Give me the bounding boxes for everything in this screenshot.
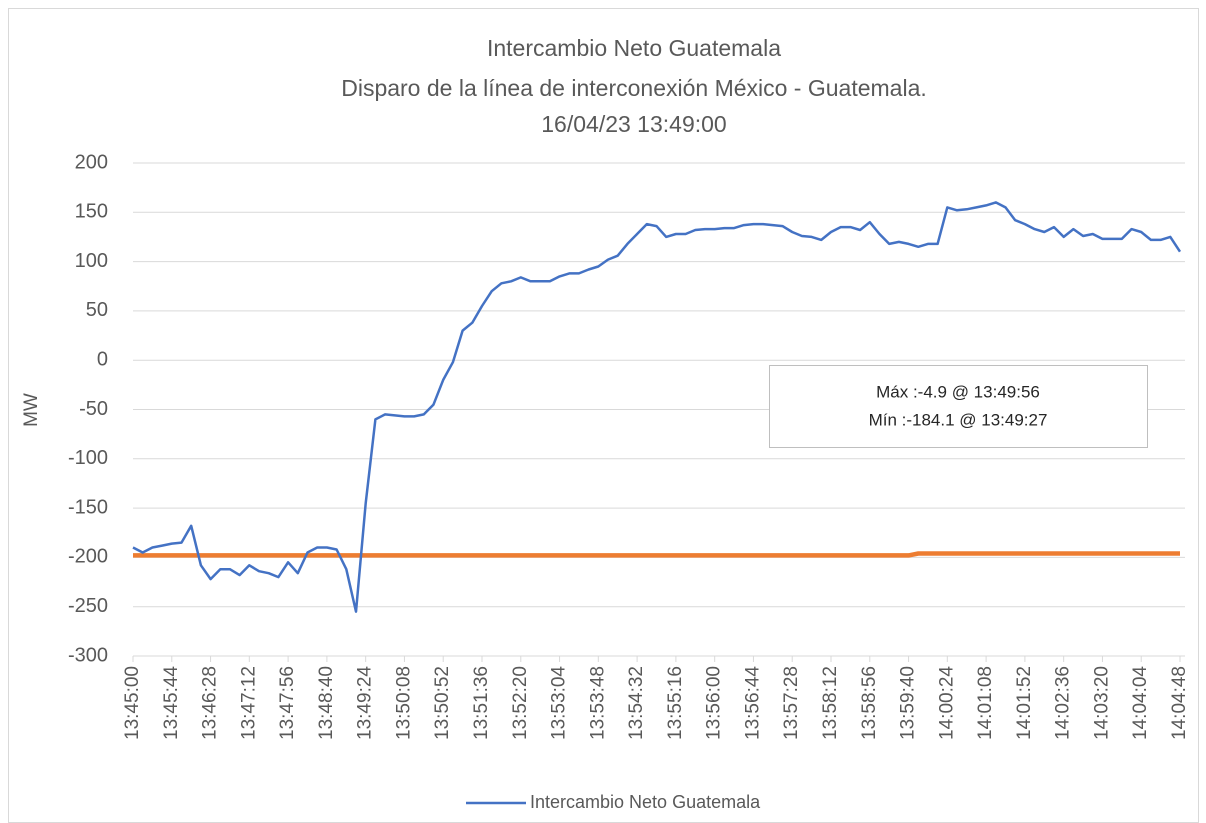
- x-tick-label: 13:45:44: [161, 666, 182, 740]
- annotation-box: [769, 365, 1148, 448]
- x-tick-label: 14:04:04: [1130, 666, 1151, 740]
- x-tick-label: 13:57:28: [781, 666, 802, 740]
- y-tick-label: -250: [68, 595, 108, 617]
- y-tick-label: 150: [75, 201, 108, 223]
- x-tick-label: 13:48:40: [316, 666, 337, 740]
- x-tick-label: 13:51:36: [471, 666, 492, 740]
- y-tick-label: -50: [79, 398, 108, 420]
- x-tick-label: 13:55:16: [665, 666, 686, 740]
- y-tick-label: 0: [97, 348, 108, 370]
- y-tick-label: 100: [75, 250, 108, 272]
- x-tick-label: 13:56:44: [742, 666, 763, 740]
- x-tick-label: 14:01:08: [975, 666, 996, 740]
- x-tick-label: 13:53:04: [549, 666, 570, 740]
- series-line: [133, 551, 1180, 558]
- y-axis-label: MW: [21, 393, 42, 427]
- legend-label: Intercambio Neto Guatemala: [530, 792, 761, 812]
- x-tick-label: 13:50:52: [432, 666, 453, 740]
- chart-subtitle: Disparo de la línea de interconexión Méx…: [341, 75, 927, 101]
- y-tick-label: -300: [68, 644, 108, 666]
- y-tick-label: -100: [68, 447, 108, 469]
- x-tick-label: 14:00:24: [936, 666, 957, 740]
- x-tick-label: 14:03:20: [1091, 666, 1112, 740]
- x-tick-label: 13:47:12: [238, 666, 259, 740]
- x-tick-label: 13:52:20: [510, 666, 531, 740]
- x-tick-label: 13:49:24: [355, 666, 376, 740]
- plot: -300 -250 -200 -150 -100 -50 0 50 100 150 200 13:45…: [68, 151, 1190, 740]
- y-tick-label: -150: [68, 496, 108, 518]
- x-tick-label: 14:01:52: [1014, 666, 1035, 740]
- y-tick-label: 50: [86, 299, 108, 321]
- annotation: Máx :-4.9 @ 13:49:56: [876, 382, 1040, 401]
- chart-subtitle: 16/04/23 13:49:00: [541, 111, 726, 137]
- x-tick-label: 13:47:56: [277, 666, 298, 740]
- x-tick-label: 13:58:12: [820, 666, 841, 740]
- y-tick-label: -200: [68, 546, 108, 568]
- x-tick-label: 13:53:48: [587, 666, 608, 740]
- x-tick-label: 13:50:08: [393, 666, 414, 740]
- x-tick-label: 14:04:48: [1169, 666, 1190, 740]
- x-tick-label: 13:45:00: [122, 666, 143, 740]
- x-tick-label: 13:58:56: [859, 666, 880, 740]
- series-line: [132, 201, 1182, 613]
- x-tick-label: 13:59:40: [898, 666, 919, 740]
- x-tick-label: 14:02:36: [1053, 666, 1074, 740]
- annotation: Mín :-184.1 @ 13:49:27: [869, 410, 1048, 429]
- x-tick-label: 13:54:32: [626, 666, 647, 740]
- x-tick-label: 13:56:00: [704, 666, 725, 740]
- y-tick-label: 200: [75, 151, 108, 173]
- x-tick-label: 13:46:28: [200, 666, 221, 740]
- chart-title: Intercambio Neto Guatemala: [487, 35, 781, 61]
